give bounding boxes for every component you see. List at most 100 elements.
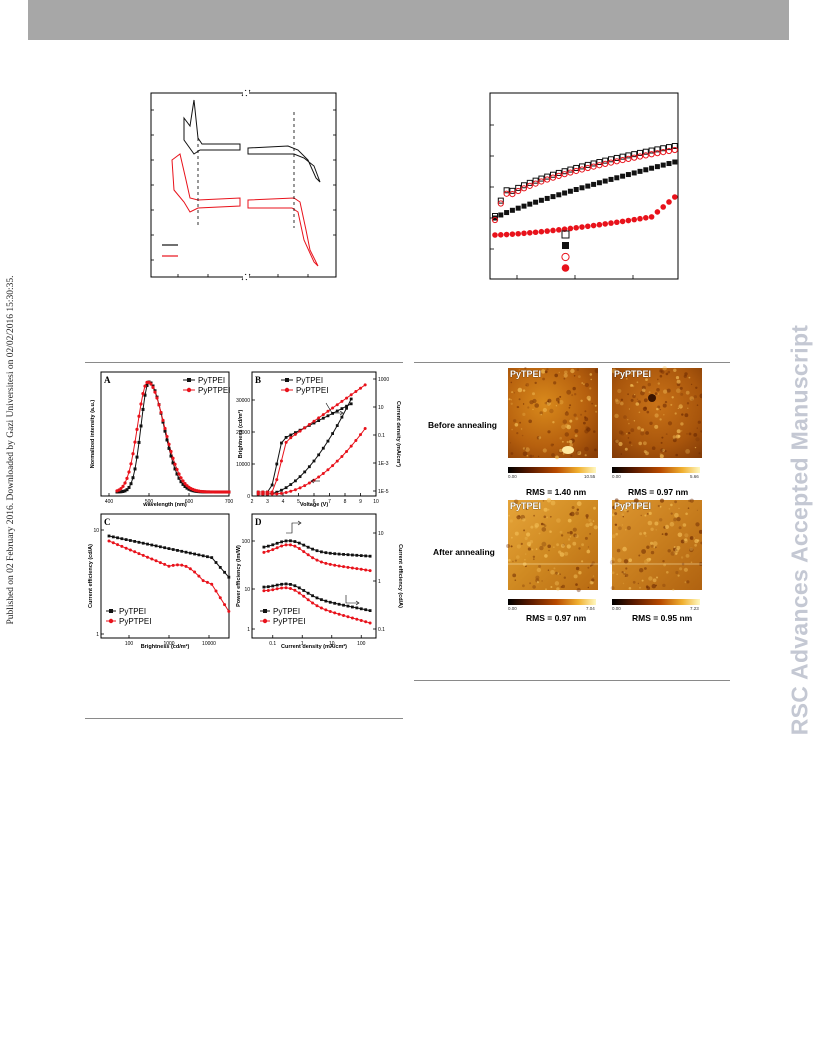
marker bbox=[636, 153, 644, 160]
afm-scale-min-4: 0.00 bbox=[612, 606, 621, 611]
marker bbox=[306, 545, 310, 549]
tick-label: 8 bbox=[344, 499, 347, 505]
marker bbox=[266, 544, 270, 548]
afm-title-3: PyTPEI bbox=[510, 501, 542, 511]
marker bbox=[312, 421, 316, 425]
marker bbox=[284, 440, 288, 444]
marker bbox=[324, 551, 328, 555]
marker bbox=[579, 185, 585, 191]
panel-d-legend-1: PyTPEI bbox=[273, 607, 300, 616]
marker bbox=[185, 486, 189, 490]
legend-open-black-square bbox=[561, 230, 570, 239]
marker bbox=[210, 556, 214, 559]
marker bbox=[262, 585, 266, 589]
marker bbox=[205, 580, 209, 584]
marker bbox=[648, 147, 655, 154]
panel-d-ylabel: Power efficiency (lm/W) bbox=[236, 545, 242, 607]
marker bbox=[642, 152, 649, 159]
marker bbox=[107, 534, 111, 538]
marker bbox=[637, 149, 643, 156]
marker bbox=[124, 546, 128, 550]
marker bbox=[262, 550, 266, 554]
marker bbox=[364, 568, 368, 572]
marker bbox=[503, 190, 510, 197]
marker bbox=[643, 215, 649, 221]
tick-label: 0.1 bbox=[269, 641, 276, 647]
marker bbox=[317, 453, 321, 457]
tick-label: 0 bbox=[247, 494, 250, 500]
marker bbox=[515, 230, 521, 237]
marker bbox=[340, 407, 344, 410]
marker bbox=[120, 537, 124, 541]
marker bbox=[137, 440, 141, 444]
panel-a-legend-2: PyPTPEI bbox=[198, 386, 230, 395]
marker bbox=[124, 538, 128, 541]
marker bbox=[672, 159, 678, 165]
marker bbox=[625, 172, 631, 178]
tick-label: 7 bbox=[328, 499, 331, 505]
marker bbox=[275, 587, 279, 591]
marker bbox=[266, 490, 269, 494]
marker bbox=[648, 214, 655, 220]
afm-title-4: PyPTPEI bbox=[614, 501, 652, 511]
marker bbox=[317, 419, 321, 422]
marker bbox=[337, 602, 341, 606]
marker bbox=[197, 553, 201, 557]
marker bbox=[266, 549, 270, 553]
marker bbox=[181, 482, 185, 486]
panel-b-label: B bbox=[255, 375, 261, 385]
panel-c-current-efficiency: C Current efficiency (cd/A) Brightness (… bbox=[88, 513, 231, 650]
marker bbox=[158, 561, 162, 565]
marker bbox=[158, 545, 162, 549]
marker bbox=[227, 490, 231, 494]
marker bbox=[188, 551, 192, 555]
marker bbox=[515, 205, 521, 211]
panel-d-xlabel: Current density (mA/cm²) bbox=[281, 643, 347, 650]
marker bbox=[294, 431, 297, 434]
marker bbox=[214, 561, 218, 564]
marker bbox=[331, 406, 335, 410]
marker bbox=[538, 175, 545, 182]
marker bbox=[193, 552, 196, 556]
marker bbox=[359, 618, 363, 622]
marker bbox=[492, 215, 498, 221]
marker bbox=[289, 433, 293, 437]
tick-label: 6 bbox=[313, 499, 316, 505]
marker bbox=[527, 201, 533, 207]
marker bbox=[298, 486, 302, 490]
marker bbox=[289, 436, 293, 440]
marker bbox=[133, 440, 137, 444]
cv-black-curve bbox=[183, 99, 241, 155]
marker bbox=[210, 582, 214, 586]
marker bbox=[363, 383, 367, 387]
marker bbox=[335, 403, 339, 407]
marker bbox=[184, 550, 188, 554]
marker bbox=[179, 480, 183, 484]
panel-a-legend-1: PyTPEI bbox=[198, 376, 225, 385]
marker bbox=[509, 231, 516, 237]
marker bbox=[181, 479, 185, 483]
marker bbox=[321, 472, 325, 476]
marker bbox=[672, 194, 678, 200]
marker bbox=[153, 390, 157, 394]
marker bbox=[111, 541, 115, 545]
marker bbox=[538, 178, 545, 185]
tick-label: 10000 bbox=[202, 641, 216, 647]
marker bbox=[351, 553, 354, 557]
afm-scale-min-1: 0.00 bbox=[508, 474, 517, 479]
marker bbox=[550, 194, 556, 200]
tick-label: 700 bbox=[225, 499, 234, 505]
marker bbox=[335, 459, 339, 463]
marker bbox=[340, 399, 344, 403]
panel-d-y2label: Current efficiency (cd/A) bbox=[397, 544, 403, 608]
marker bbox=[180, 549, 184, 553]
marker bbox=[346, 615, 350, 619]
marker bbox=[163, 546, 167, 550]
marker bbox=[324, 608, 328, 612]
marker bbox=[333, 563, 337, 567]
marker bbox=[293, 588, 297, 592]
marker bbox=[161, 420, 165, 424]
tick-label: 5 bbox=[297, 499, 300, 505]
marker bbox=[150, 543, 154, 547]
tick-label: 10 bbox=[329, 641, 335, 647]
